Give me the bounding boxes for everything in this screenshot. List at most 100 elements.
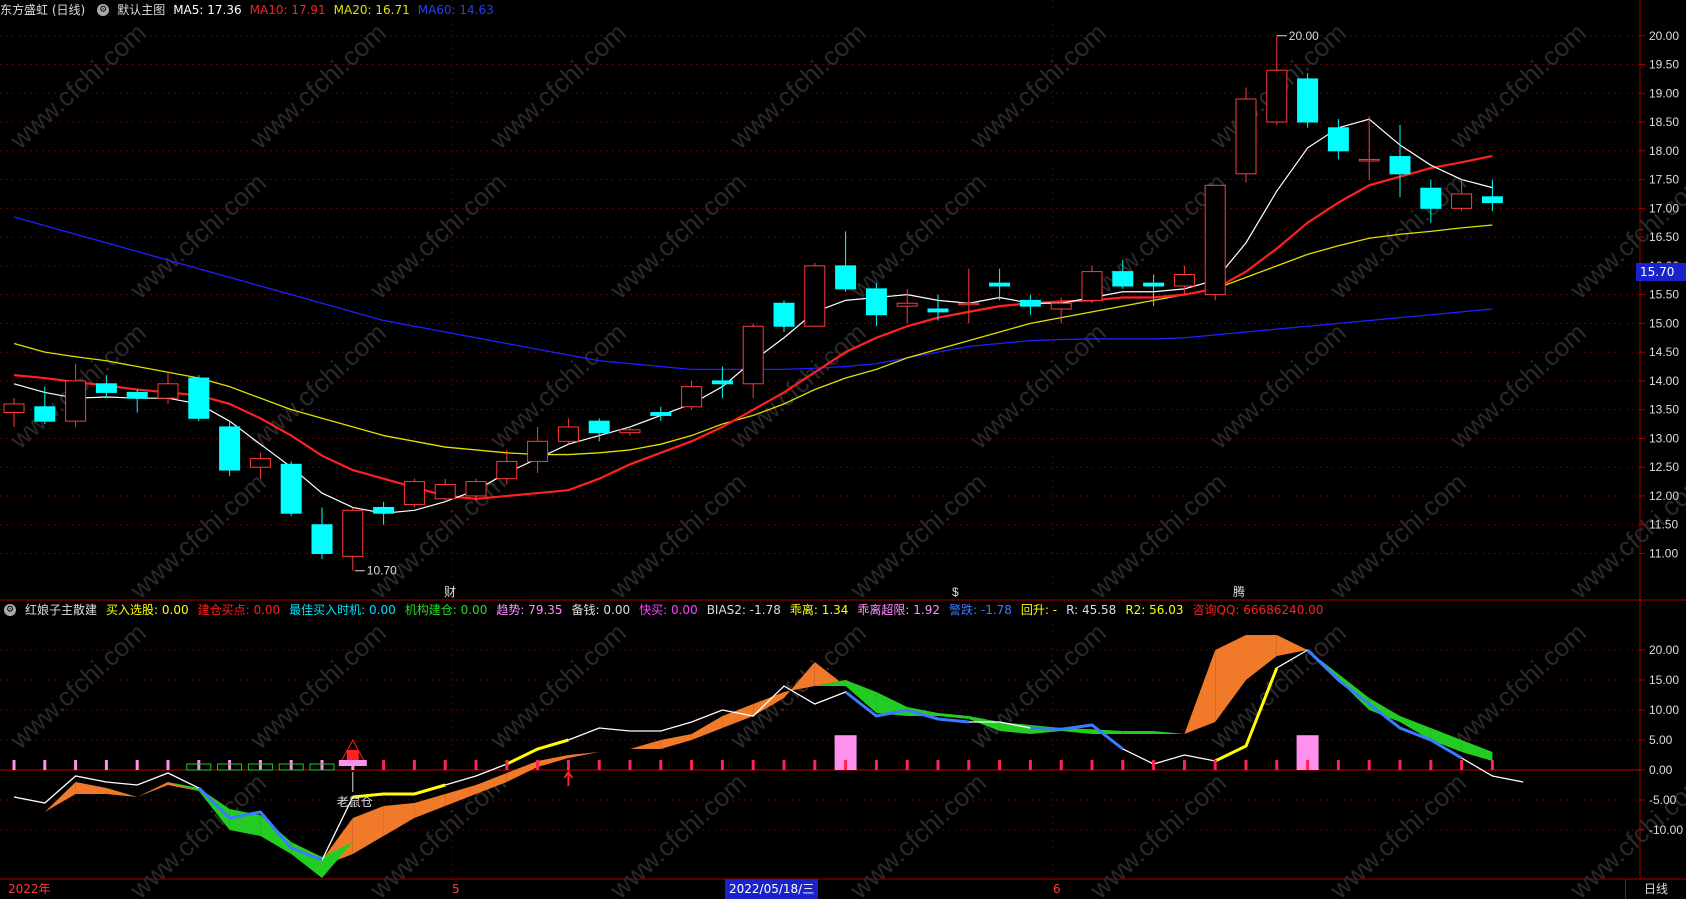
- indicator-marker: [228, 760, 232, 770]
- watermark-text: www.cfchi.com: [963, 317, 1112, 455]
- indicator-tick-label: -10.00: [1649, 823, 1683, 837]
- symbol-title[interactable]: 东方盛虹 (日线): [0, 3, 86, 17]
- indicator-green-band: [14, 806, 45, 812]
- indicator-orange-band: [568, 752, 600, 758]
- indicator-orange-band: [352, 806, 384, 854]
- ma20-line: [13, 224, 1493, 456]
- candle-bullish: [249, 458, 271, 468]
- candle-bearish: [1019, 299, 1041, 307]
- indicator-green-band: [198, 788, 230, 830]
- indicator-marker: [1336, 760, 1340, 770]
- indicator-header: ⚙ 红娘子主散建 买入选股: 0.00 建仓买点: 0.00 最佳买入时机: 0…: [0, 600, 1323, 620]
- indicator-orange-band: [691, 716, 723, 740]
- candle-bullish: [681, 386, 703, 408]
- price-tick-label: 12.50: [1649, 460, 1679, 474]
- indicator-marker: [844, 760, 848, 770]
- indicator-tick-label: 15.00: [1649, 673, 1679, 687]
- candle-bullish: [434, 483, 456, 500]
- watermark-text: www.cfchi.com: [723, 17, 872, 155]
- indicator-marker: [967, 760, 971, 770]
- period-button[interactable]: 日线: [1625, 879, 1686, 899]
- watermark-text: www.cfchi.com: [963, 17, 1112, 155]
- indicator-yellow-segment: [352, 783, 446, 799]
- indicator-marker: [104, 760, 108, 770]
- indicator-tick-label: 5.00: [1649, 733, 1673, 747]
- indicator-orange-band: [1184, 650, 1216, 734]
- watermark-text: www.cfchi.com: [843, 467, 992, 605]
- candle-bearish: [773, 302, 795, 327]
- build-buy-value: 建仓买点: 0.00: [197, 603, 281, 617]
- indicator-marker: [382, 760, 386, 770]
- indicator-name[interactable]: 红娘子主散建: [25, 603, 98, 617]
- trend-value: 趋势: 79.35: [496, 603, 563, 617]
- time-axis[interactable]: 2022年 5 2022/05/18/三 6: [0, 879, 1686, 899]
- indicator-tick-label: 10.00: [1649, 703, 1679, 717]
- price-tick-label: 19.50: [1649, 58, 1679, 72]
- candle-bearish: [1420, 187, 1442, 209]
- candle-bearish: [1389, 156, 1411, 175]
- indicator-orange-band: [383, 803, 415, 836]
- watermark-text: www.cfchi.com: [1203, 317, 1352, 455]
- warn-value: 警跌: -1.78: [949, 603, 1012, 617]
- settings-icon[interactable]: ⚙: [97, 4, 110, 16]
- indicator-orange-band: [599, 749, 630, 752]
- time-label-june: 6: [1053, 882, 1061, 896]
- indicator-tick-label: -5.00: [1649, 793, 1677, 807]
- candle-bullish: [958, 302, 980, 306]
- candle-bullish: [65, 380, 87, 422]
- indicator-orange-band: [537, 755, 569, 767]
- candle-bearish: [711, 380, 733, 385]
- watermark-text: www.cfchi.com: [1443, 17, 1592, 155]
- watermark-text: www.cfchi.com: [1083, 467, 1232, 605]
- candle-bullish: [496, 460, 518, 480]
- indicator-orange-band: [722, 704, 754, 728]
- candle-bullish: [465, 481, 487, 497]
- inst-build-value: 机构建仓: 0.00: [404, 603, 488, 617]
- indicator-marker: [12, 760, 16, 770]
- price-tick-label: 12.00: [1649, 489, 1679, 503]
- candle-bearish: [373, 506, 395, 514]
- indicator-green-band: [968, 716, 1000, 731]
- indicator-marker: [1028, 760, 1032, 770]
- r-value: R: 45.58: [1066, 603, 1117, 617]
- price-tick-label: 17.50: [1649, 173, 1679, 187]
- price-tick-label: 11.50: [1649, 518, 1678, 532]
- candle-bullish: [1204, 184, 1226, 296]
- watermark-text: www.cfchi.com: [1563, 467, 1686, 605]
- indicator-marker: [1490, 760, 1494, 770]
- settings-icon[interactable]: ⚙: [4, 604, 16, 616]
- laoshu-base: [338, 760, 367, 766]
- indicator-green-band: [260, 815, 292, 854]
- indicator-green-band: [1122, 731, 1154, 734]
- indicator-marker: [320, 760, 324, 770]
- bias2-value: BIAS2: -1.78: [706, 603, 781, 617]
- candle-bearish: [95, 383, 117, 393]
- watermark-text: www.cfchi.com: [243, 617, 392, 755]
- candle-bullish: [804, 265, 826, 327]
- indicator-marker: [443, 760, 447, 770]
- indicator-marker: [1152, 760, 1156, 770]
- indicator-yellow-segment: [506, 738, 569, 766]
- time-label-may: 5: [452, 882, 460, 896]
- indicator-orange-band: [506, 761, 538, 782]
- candle-bullish: [1173, 273, 1195, 287]
- price-tick-label: 13.50: [1649, 403, 1679, 417]
- candle-bullish: [619, 429, 641, 434]
- indicator-marker: [43, 760, 47, 770]
- indicator-blue-segment: [844, 690, 969, 724]
- candle-bearish: [989, 282, 1011, 287]
- candle-bullish: [527, 440, 549, 462]
- indicator-orange-band: [445, 785, 476, 806]
- indicator-green-box: [309, 763, 335, 771]
- candle-bearish: [865, 288, 887, 316]
- candle-bullish: [157, 383, 179, 399]
- indicator-orange-band: [1122, 728, 1154, 731]
- candle-bearish: [835, 265, 857, 290]
- indicator-marker: [1367, 760, 1371, 770]
- template-name[interactable]: 默认主图: [117, 3, 166, 17]
- indicator-marker: [1090, 760, 1094, 770]
- indicator-histogram-bar: [1296, 735, 1319, 770]
- candle-bullish: [557, 426, 579, 442]
- watermark-text: www.cfchi.com: [1443, 317, 1592, 455]
